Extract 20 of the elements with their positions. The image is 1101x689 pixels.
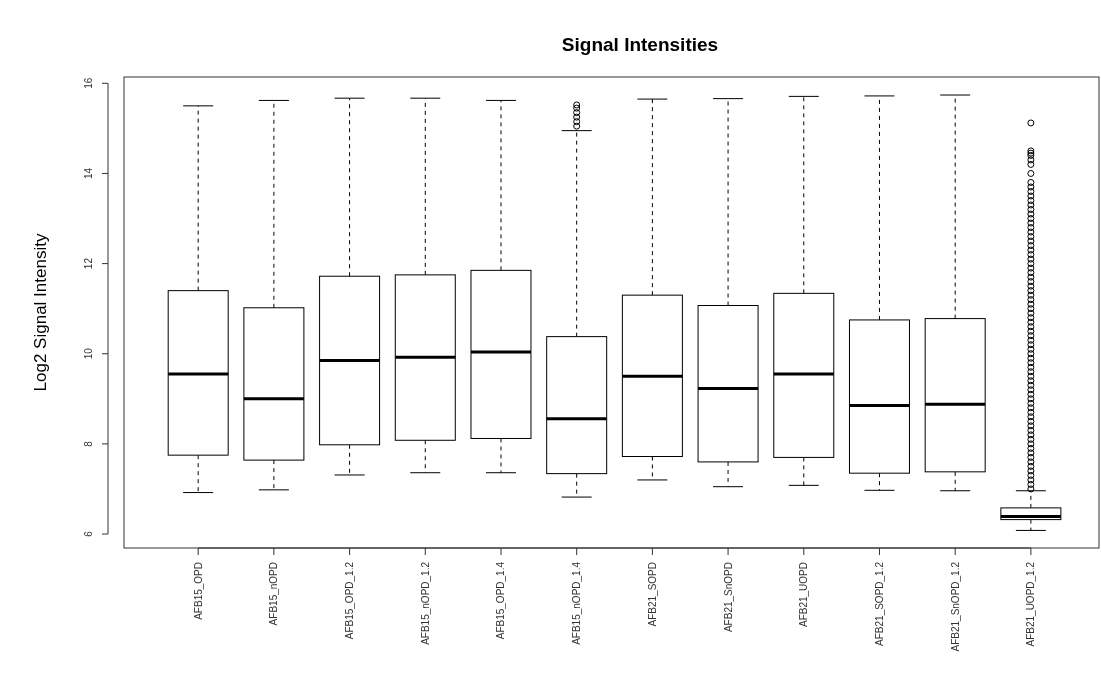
x-tick-label: AFB21_SOPD <box>646 562 658 627</box>
x-tick-label: AFB21_SOPD_1.2 <box>873 561 885 646</box>
chart-title: Signal Intensities <box>561 34 719 55</box>
x-tick-label: AFB21_UOPD_1.2 <box>1025 561 1037 647</box>
y-axis-title: Log2 Signal Intensity <box>31 233 50 392</box>
x-tick-label: AFB15_OPD_1.4 <box>495 561 507 640</box>
x-tick-label: AFB15_nOPD_1.2 <box>419 561 431 645</box>
y-tick-label: 12 <box>83 257 94 270</box>
y-tick-label: 10 <box>83 347 94 360</box>
x-tick-label: AFB21_SnOPD <box>722 562 734 633</box>
y-tick-label: 6 <box>83 530 94 537</box>
y-tick-label: 14 <box>83 167 94 180</box>
x-tick-label: AFB15_nOPD_1.4 <box>571 561 583 645</box>
y-tick-label: 16 <box>83 77 94 89</box>
x-tick-label: AFB21_UOPD <box>798 562 810 628</box>
x-tick-label: AFB15_OPD_1.2 <box>344 561 356 640</box>
y-tick-label: 8 <box>83 440 94 447</box>
x-tick-label: AFB21_SnOPD_1.2 <box>949 561 961 652</box>
x-tick-label: AFB15_OPD <box>192 562 204 620</box>
x-tick-label: AFB15_nOPD <box>268 562 280 626</box>
